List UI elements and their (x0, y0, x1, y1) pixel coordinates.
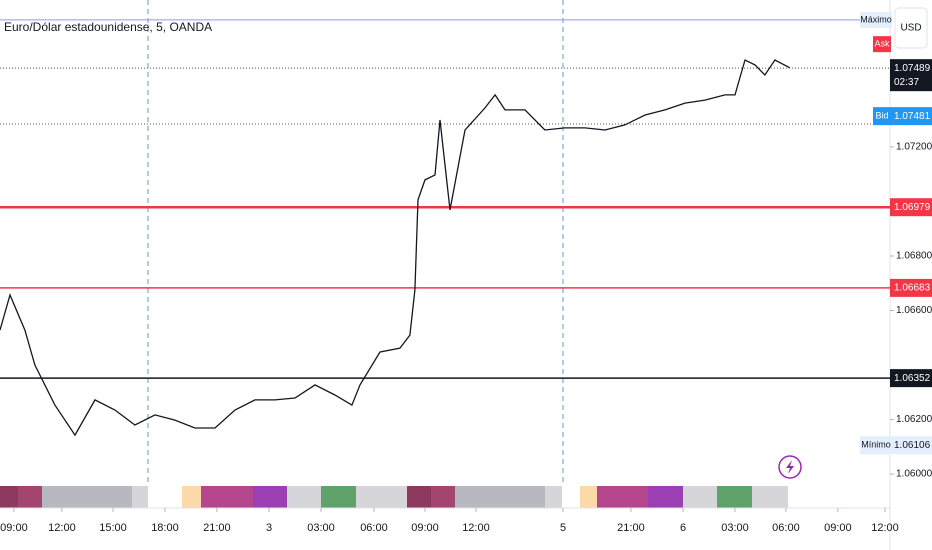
level-label: 1.06979 (894, 202, 931, 213)
x-tick-label: 15:00 (99, 522, 127, 534)
level-tag (890, 278, 932, 297)
y-tick-label: 1.06600 (896, 305, 932, 316)
ask-tag (873, 36, 891, 53)
level-tag (890, 369, 932, 388)
x-tick-label: 21:00 (203, 522, 231, 534)
x-tick-label: 03:00 (307, 522, 335, 534)
max-label: Máximo (860, 14, 892, 24)
y-tick-label: 1.07200 (896, 142, 932, 153)
price-line (0, 59, 791, 437)
y-tick-label: 1.06200 (896, 414, 932, 425)
x-tick-label: 09:00 (824, 522, 852, 534)
bid-name: Bid (875, 111, 888, 121)
x-tick-label: 12:00 (871, 522, 899, 534)
x-tick-label: 5 (560, 522, 566, 534)
x-tick-label: 18:00 (151, 522, 179, 534)
chart-title: Euro/Dólar estadounidense, 5, OANDA (4, 20, 212, 34)
min-name: Mínimo (861, 440, 891, 450)
x-tick-label: 03:00 (721, 522, 749, 534)
countdown: 02:37 (894, 77, 919, 88)
x-tick-label: 09:00 (411, 522, 439, 534)
min-label: 1.06106 (894, 440, 931, 451)
x-tick-label: 06:00 (772, 522, 800, 534)
session-band (0, 486, 788, 508)
level-label: 1.06352 (894, 373, 931, 384)
x-tick-label: 12:00 (462, 522, 490, 534)
x-tick-label: 06:00 (360, 522, 388, 534)
currency-button[interactable] (894, 7, 928, 49)
last-price-label: 1.07489 (894, 63, 931, 74)
x-tick-label: 12:00 (48, 522, 76, 534)
y-tick-label: 1.06000 (896, 469, 932, 480)
last-price-tag (890, 59, 932, 92)
ask-label: Ask (874, 39, 890, 49)
x-tick-label: 21:00 (617, 522, 645, 534)
x-tick-label: 3 (266, 522, 272, 534)
y-tick-label: 1.06800 (896, 251, 932, 262)
bid-tag (873, 107, 932, 126)
level-label: 1.06683 (894, 283, 931, 294)
max-tag (860, 11, 892, 28)
level-tag (890, 198, 932, 217)
min-tag (860, 436, 932, 455)
currency-label: USD (900, 23, 921, 34)
bid-label: 1.07481 (894, 111, 931, 122)
x-tick-label: 6 (680, 522, 686, 534)
x-tick-label: 09:00 (0, 522, 28, 534)
lightning (786, 460, 794, 474)
